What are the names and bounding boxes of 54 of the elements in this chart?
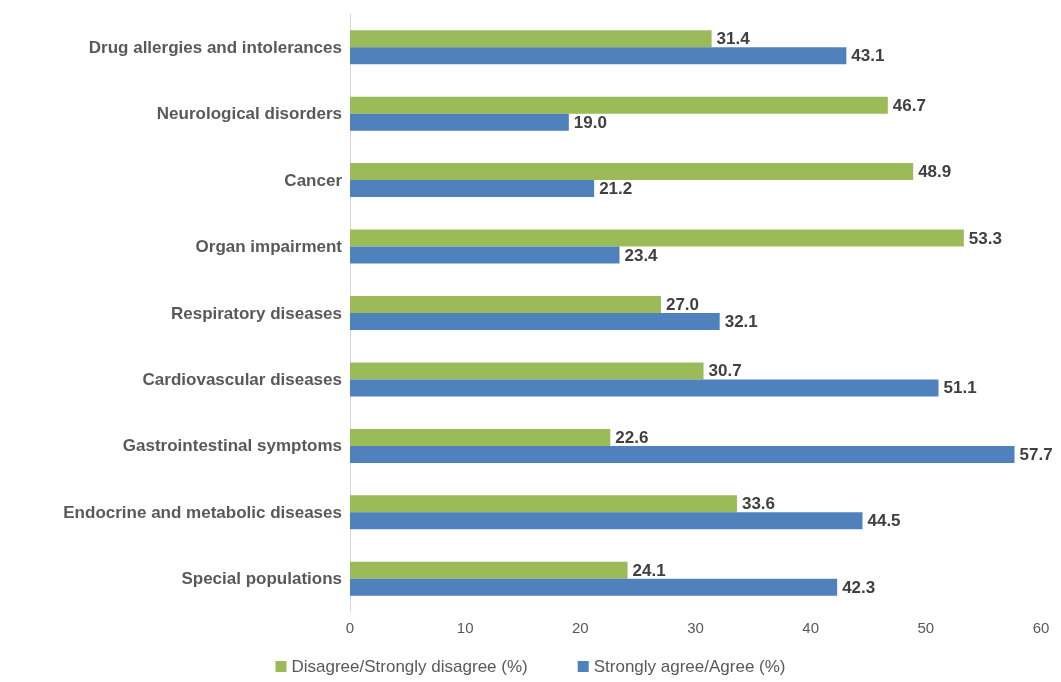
y-tick-label: Respiratory diseases (170, 303, 342, 323)
bar (350, 47, 847, 65)
legend-label: Disagree/Strongly disagree (%) (291, 657, 528, 676)
data-label: 22.6 (615, 427, 649, 447)
data-label: 23.4 (624, 245, 659, 265)
bar (350, 512, 863, 530)
x-tick-label: 0 (345, 619, 355, 636)
data-label: 33.6 (741, 494, 776, 514)
data-label: 21.2 (599, 179, 633, 199)
bar (350, 578, 838, 596)
x-tick-label: 60 (1032, 619, 1050, 636)
data-label: 30.7 (708, 361, 742, 381)
bar (350, 379, 939, 397)
y-tick-label: Cancer (284, 170, 343, 190)
y-tick-label: Gastrointestinal symptoms (122, 436, 342, 456)
legend-label: Strongly agree/Agree (%) (593, 657, 786, 676)
y-tick-label: Organ impairment (195, 237, 343, 257)
x-tick-label: 20 (571, 619, 589, 636)
data-label: 43.1 (851, 46, 885, 66)
data-label: 53.3 (968, 228, 1002, 248)
data-label: 57.7 (1019, 444, 1053, 464)
bar (350, 362, 704, 380)
data-label: 51.1 (943, 378, 977, 398)
bar (350, 163, 914, 181)
bar (350, 445, 1015, 463)
y-tick-label: Neurological disorders (156, 104, 342, 124)
bar (350, 495, 737, 513)
x-tick-label: 30 (687, 619, 704, 636)
bar (350, 96, 888, 114)
x-tick-label: 50 (917, 619, 935, 636)
y-tick-label: Endocrine and metabolic diseases (63, 502, 342, 522)
bar (350, 296, 661, 313)
y-tick-label: Drug allergies and intolerances (88, 37, 342, 57)
data-label: 32.1 (724, 312, 758, 331)
data-label: 24.1 (632, 560, 666, 580)
x-tick-label: 10 (456, 619, 474, 636)
bar (350, 113, 569, 131)
bar (350, 229, 964, 247)
data-label: 42.3 (842, 577, 876, 597)
data-label: 48.9 (918, 162, 952, 182)
bar (350, 428, 611, 446)
y-tick-label: Special populations (181, 569, 342, 589)
data-label: 31.4 (716, 29, 751, 49)
bar (350, 313, 720, 330)
bar (350, 246, 620, 264)
data-label: 46.7 (892, 95, 926, 115)
bar (350, 30, 712, 48)
data-label: 27.0 (665, 295, 700, 314)
y-tick-label: Cardiovascular diseases (142, 369, 342, 389)
data-label: 44.5 (867, 511, 901, 531)
data-label: 19.0 (573, 112, 607, 132)
bar (350, 561, 628, 579)
x-tick-label: 40 (802, 619, 820, 636)
bar (350, 180, 595, 198)
